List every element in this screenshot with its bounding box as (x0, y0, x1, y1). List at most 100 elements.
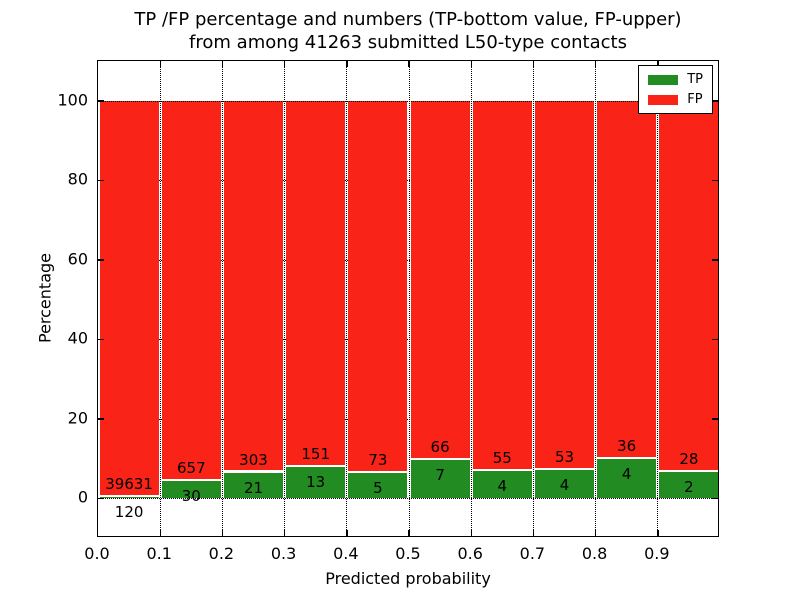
bar-tp-segment (99, 497, 159, 499)
y-axis-tick (98, 179, 104, 181)
y-tick-label: 20 (67, 408, 88, 428)
x-tick-label: 0.1 (146, 544, 172, 563)
gridline-horizontal (98, 339, 718, 341)
y-axis-tick (98, 100, 104, 102)
bar-tp-segment (597, 458, 657, 499)
x-tick-label: 0.8 (581, 544, 608, 563)
x-axis-tick (221, 530, 224, 536)
gridline-vertical (159, 61, 161, 536)
y-axis-tick (712, 179, 718, 181)
y-tick-label: 0 (77, 487, 88, 507)
gridline-horizontal (98, 498, 718, 500)
x-axis-tick (408, 530, 410, 536)
y-axis-tick (712, 259, 718, 261)
x-axis-tick (283, 61, 286, 67)
chart-title: TP /FP percentage and numbers (TP-bottom… (97, 8, 719, 54)
x-axis-tick (657, 61, 659, 67)
x-tick-label: 0.2 (208, 544, 235, 563)
bar-fp-segment (534, 100, 595, 469)
x-axis-tick (283, 530, 286, 536)
bar-fp-segment (99, 100, 159, 496)
tp-count-label: 21 (243, 478, 264, 497)
legend-item-tp: TP (648, 73, 703, 86)
y-tick-label: 40 (67, 328, 88, 348)
y-axis-tick (98, 418, 104, 420)
tp-count-label: 7 (435, 466, 445, 485)
x-tick-label: 0.3 (270, 544, 297, 563)
bar-fp-segment (348, 100, 408, 471)
tp-count-label: 4 (559, 476, 570, 495)
gridline-vertical (284, 61, 286, 536)
fp-count-label: 39631 (105, 475, 153, 494)
x-tick-label: 0.5 (395, 544, 421, 563)
x-axis-tick (159, 61, 161, 67)
legend-item-fp: FP (648, 93, 703, 106)
tp-color-swatch (648, 74, 679, 85)
gridline-vertical (657, 61, 659, 536)
y-axis-tick (712, 100, 718, 102)
tp-count-label: 4 (621, 464, 632, 483)
x-axis-tick (159, 530, 161, 536)
gridline-vertical (470, 61, 472, 536)
y-axis-tick (712, 418, 718, 420)
fp-count-label: 73 (368, 450, 388, 469)
bar-tp-segment (348, 472, 408, 499)
bar-fp-segment (161, 100, 221, 479)
legend-label-fp: FP (687, 92, 703, 107)
bar-tp-segment (659, 471, 719, 499)
bar-tp-segment (161, 480, 221, 499)
x-axis-tick (594, 530, 597, 536)
fp-count-label: 53 (554, 448, 575, 467)
fp-count-label: 303 (239, 450, 268, 469)
x-tick-label: 0.6 (457, 544, 483, 563)
x-axis-tick (346, 530, 348, 536)
y-axis-tick (712, 497, 718, 499)
chart-title-line2: from among 41263 submitted L50-type cont… (189, 32, 627, 53)
gridline-horizontal (98, 100, 718, 102)
x-tick-label: 0.0 (84, 544, 110, 563)
legend-label-tp: TP (687, 72, 703, 87)
y-tick-label: 100 (57, 90, 88, 110)
y-tick-label: 60 (67, 249, 88, 269)
bar-tp-segment (286, 466, 346, 499)
fp-count-label: 657 (176, 458, 206, 477)
gridline-vertical (346, 61, 348, 536)
bar-fp-segment (597, 100, 657, 457)
x-axis-tick (470, 530, 472, 536)
gridline-vertical (408, 61, 410, 536)
y-axis-tick (98, 338, 104, 340)
bar-fp-segment (223, 100, 284, 471)
x-axis-tick (470, 61, 472, 67)
x-axis-tick (594, 61, 597, 67)
y-axis-tick (98, 497, 104, 499)
y-axis-tick (98, 259, 104, 261)
gridline-horizontal (98, 418, 718, 420)
x-tick-label: 0.4 (333, 544, 359, 563)
tp-count-label: 2 (684, 477, 694, 496)
fp-count-label: 66 (430, 438, 450, 457)
legend: TP FP (638, 65, 713, 114)
tp-count-label: 4 (497, 477, 508, 496)
x-tick-label: 0.7 (519, 544, 546, 563)
bar-fp-segment (410, 100, 470, 459)
x-axis-tick (221, 61, 224, 67)
tp-count-label: 13 (306, 472, 326, 491)
fp-count-label: 55 (492, 449, 512, 468)
gridline-vertical (221, 61, 223, 536)
x-axis-tick (408, 61, 410, 67)
gridline-vertical (595, 61, 597, 536)
bar-tp-segment (472, 471, 532, 499)
x-axis-tick (346, 61, 348, 67)
fp-color-swatch (648, 94, 679, 105)
x-axis-tick (532, 61, 535, 67)
fp-count-label: 28 (679, 449, 699, 468)
x-axis-label: Predicted probability (325, 569, 491, 588)
gridline-horizontal (98, 259, 718, 261)
tp-count-label: 30 (181, 486, 201, 505)
bar-fp-segment (472, 100, 532, 470)
bar-tp-segment (534, 470, 595, 499)
bar-fp-segment (659, 100, 719, 470)
plot-area: TP FP 39631 120 657 30 303 21 151 13 73 5 66 7 55 4 53… (97, 60, 719, 537)
y-axis-tick (712, 338, 718, 340)
